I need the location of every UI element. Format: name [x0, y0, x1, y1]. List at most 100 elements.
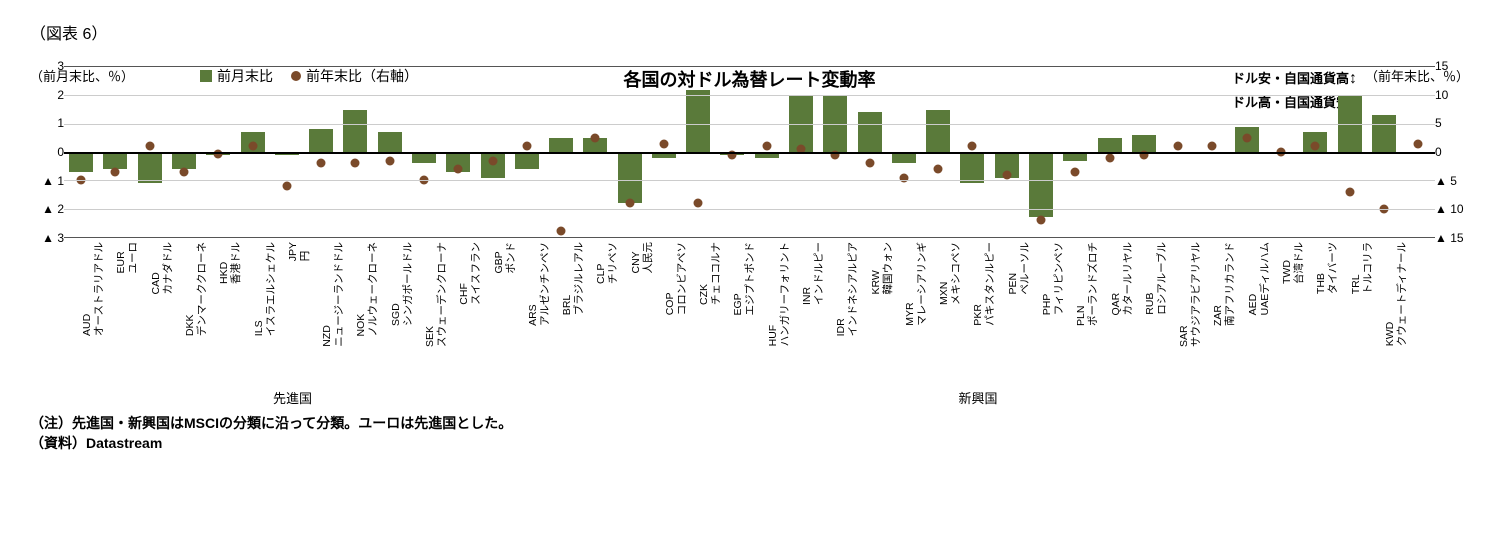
dot	[1037, 216, 1046, 225]
bar	[926, 110, 950, 153]
x-label-slot: HUFハンガリーフォリント	[750, 238, 784, 388]
currency-code: IDR	[835, 242, 847, 336]
dot	[1242, 133, 1251, 142]
dot	[557, 227, 566, 236]
currency-code: QAR	[1110, 242, 1122, 316]
dot	[317, 159, 326, 168]
x-label-slot: PENペルーソル	[990, 238, 1024, 388]
x-label-slot: ZAR南アフリカランド	[1195, 238, 1229, 388]
dot	[1002, 170, 1011, 179]
dot	[625, 199, 634, 208]
zero-line	[64, 152, 1435, 154]
dot	[248, 142, 257, 151]
bar	[309, 129, 333, 152]
x-label-slot: NZDニュージーランドドル	[304, 238, 338, 388]
x-label-slot: ARSアルゼンチンペソ	[510, 238, 544, 388]
x-label-slot: KWDクウェートディナール	[1367, 238, 1401, 388]
dot	[282, 182, 291, 191]
group-label: 先進国	[64, 388, 521, 407]
currency-code: TRL	[1350, 242, 1362, 294]
currency-code: NZD	[321, 242, 333, 347]
x-label-slot: GBPポンド	[475, 238, 509, 388]
bar	[618, 152, 642, 203]
y-axis-right: 151050▲ 5▲ 10▲ 15	[1435, 66, 1469, 238]
currency-code: HUF	[767, 242, 779, 346]
y-right-tick: 15	[1435, 60, 1469, 72]
currency-code: SAR	[1178, 242, 1190, 347]
currency-code: TWD	[1281, 242, 1293, 284]
dot	[145, 142, 154, 151]
chart-notes: （注）先進国・新興国はMSCIの分類に沿って分類。ユーロは先進国とした。（資料）…	[30, 413, 1469, 453]
currency-code: SEK	[424, 242, 436, 347]
currency-code: CZK	[698, 242, 710, 305]
note-line: （注）先進国・新興国はMSCIの分類に沿って分類。ユーロは先進国とした。	[30, 413, 1469, 433]
dot	[1105, 153, 1114, 162]
dot	[351, 159, 360, 168]
x-label-slot: CLPチリペソ	[578, 238, 612, 388]
x-axis-labels: AUDオーストラリアドルEURユーロCADカナダドルDKKデンマーククローネHK…	[64, 238, 1435, 388]
currency-code: RUB	[1144, 242, 1156, 315]
y-right-tick: ▲ 15	[1435, 232, 1469, 244]
y-left-tick: ▲ 2	[30, 203, 64, 215]
dot	[522, 142, 531, 151]
x-label-slot: THBタイバーツ	[1298, 238, 1332, 388]
currency-code: GBP	[493, 242, 505, 274]
currency-code: ZAR	[1212, 242, 1224, 326]
dot	[968, 142, 977, 151]
dot	[1345, 187, 1354, 196]
currency-code: KWD	[1384, 242, 1396, 346]
bar	[858, 112, 882, 152]
bar	[378, 132, 402, 152]
bar	[892, 152, 916, 163]
x-label-slot: COPコロンビアペソ	[647, 238, 681, 388]
x-label-slot: BRLブラジルレアル	[544, 238, 578, 388]
currency-code: MXN	[938, 242, 950, 305]
y-left-tick: 3	[30, 60, 64, 72]
bar	[69, 152, 93, 172]
currency-code: CAD	[150, 242, 162, 295]
dot	[1174, 142, 1183, 151]
bar	[960, 152, 984, 183]
dot	[1311, 142, 1320, 151]
bar	[1372, 115, 1396, 152]
currency-code: BRL	[561, 242, 573, 315]
y-right-tick: ▲ 10	[1435, 203, 1469, 215]
x-label-slot: SARサウジアラビアリヤル	[1161, 238, 1195, 388]
x-label-slot: HKD香港ドル	[201, 238, 235, 388]
x-label-slot: TWD台湾ドル	[1264, 238, 1298, 388]
bar	[515, 152, 539, 169]
x-label-slot: RUBロシアルーブル	[1127, 238, 1161, 388]
x-label-slot: EURユーロ	[98, 238, 132, 388]
y-right-tick: 5	[1435, 117, 1469, 129]
currency-code: PHP	[1041, 242, 1053, 315]
x-label-slot: PHPフィリピンペソ	[1024, 238, 1058, 388]
currency-code: JPY	[287, 242, 299, 261]
y-right-tick: 0	[1435, 146, 1469, 158]
x-label-slot: CNY人民元	[613, 238, 647, 388]
x-label-slot: MYRマレーシアリンギ	[887, 238, 921, 388]
plot-area	[64, 66, 1435, 238]
bar	[412, 152, 436, 163]
bar	[1098, 138, 1122, 152]
dot	[762, 142, 771, 151]
currency-code: CLP	[595, 242, 607, 284]
grid-line	[64, 180, 1435, 181]
x-label-slot: PLNポーランドズロチ	[1058, 238, 1092, 388]
currency-code: KRW	[870, 242, 882, 295]
x-label-slot: KRW韓国ウォン	[852, 238, 886, 388]
dot	[659, 139, 668, 148]
dot	[111, 167, 120, 176]
x-label-slot: SGDシンガポールドル	[373, 238, 407, 388]
y-left-tick: ▲ 3	[30, 232, 64, 244]
currency-code: EGP	[732, 242, 744, 316]
fx-chart: （前月末比、％） （前年末比、％） 前月末比 前年末比（右軸） 各国の対ドル為替…	[30, 66, 1469, 407]
y-left-tick: ▲ 1	[30, 175, 64, 187]
currency-code: THB	[1315, 242, 1327, 294]
currency-code: NOK	[355, 242, 367, 337]
dot	[488, 156, 497, 165]
dot	[694, 199, 703, 208]
dot	[934, 165, 943, 174]
grid-line	[64, 95, 1435, 96]
dot	[1208, 142, 1217, 151]
currency-code: DKK	[184, 242, 196, 336]
